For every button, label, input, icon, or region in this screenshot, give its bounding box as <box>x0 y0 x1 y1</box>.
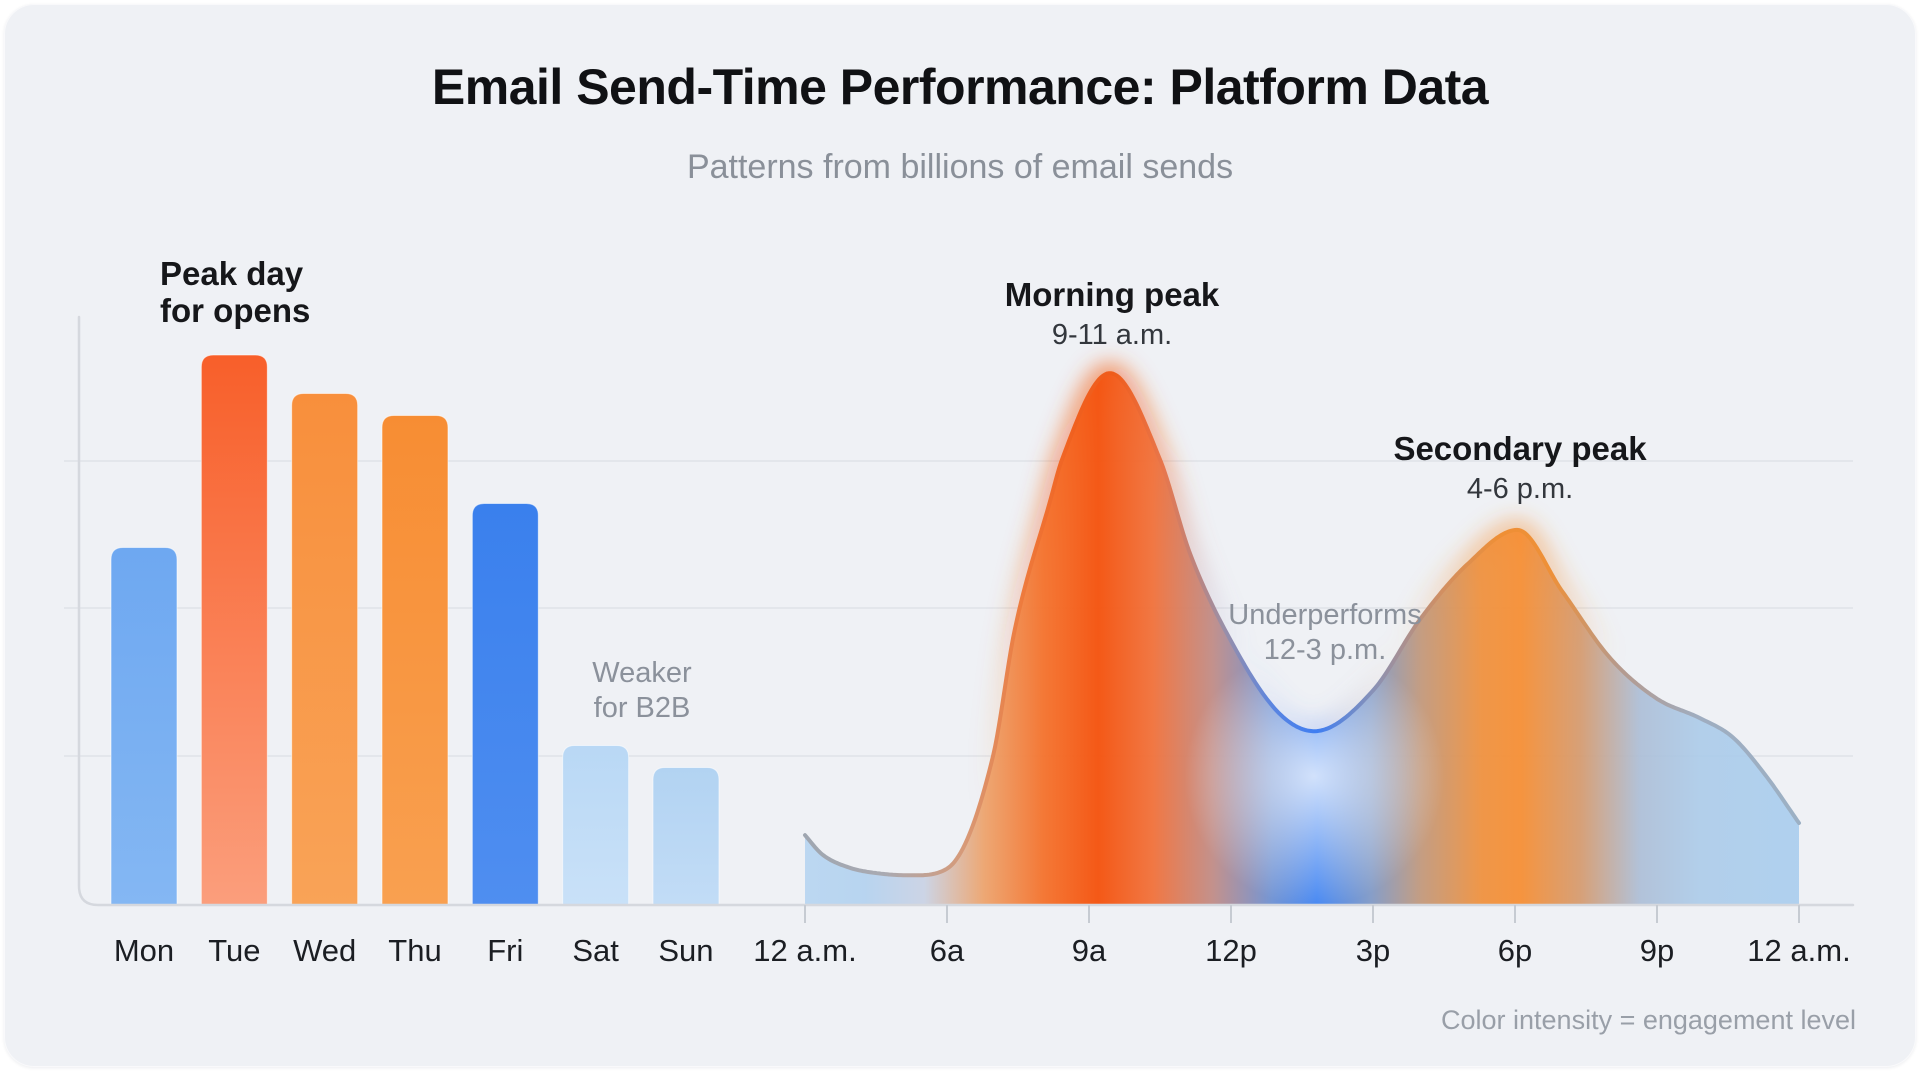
x-label-time-4: 3p <box>1355 933 1391 968</box>
bar-sun <box>652 767 720 906</box>
x-label-time-3: 12p <box>1205 933 1257 968</box>
bar-thu <box>381 415 449 906</box>
x-label-day-sat: Sat <box>572 933 619 968</box>
x-label-day-mon: Mon <box>113 933 175 968</box>
page-subtitle: Patterns from billions of email sends <box>686 148 1234 186</box>
annotation-weaker-b2b: Weaker for B2B <box>592 656 691 726</box>
engagement-area <box>805 373 1799 905</box>
annotation-secondary-line1: Secondary peak <box>1393 430 1647 467</box>
annotation-peak-day-line2: for opens <box>160 292 311 329</box>
annotation-morning-line1: Morning peak <box>1004 276 1220 313</box>
x-label-day-sun: Sun <box>658 933 714 968</box>
bar-wed <box>291 393 359 906</box>
x-label-time-2: 9a <box>1071 933 1107 968</box>
annotation-weaker-line2: for B2B <box>593 692 691 724</box>
x-label-day-tue: Tue <box>208 933 261 968</box>
x-label-day-wed: Wed <box>293 933 357 968</box>
annotation-under-line2: 12-3 p.m. <box>1263 634 1387 666</box>
axis-line <box>77 315 1855 907</box>
bar-tue <box>200 354 268 906</box>
x-label-day-thu: Thu <box>388 933 442 968</box>
annotation-morning-line2: 9-11 a.m. <box>1051 319 1173 351</box>
annotation-secondary-peak: Secondary peak 4-6 p.m. <box>1393 430 1646 508</box>
x-label-time-0: 12 a.m. <box>753 933 857 968</box>
page-title: Email Send-Time Performance: Platform Da… <box>431 59 1489 115</box>
annotation-morning-peak: Morning peak 9-11 a.m. <box>1005 276 1220 354</box>
legend-footnote: Color intensity = engagement level <box>1441 1005 1856 1035</box>
x-label-day-fri: Fri <box>487 933 524 968</box>
valley-highlight <box>1184 646 1445 905</box>
bar-sat <box>562 745 630 906</box>
annotation-peak-day: Peak day for opens <box>160 255 310 329</box>
x-label-time-1: 6a <box>929 933 965 968</box>
annotation-under-line1: Underperforms <box>1228 599 1422 631</box>
annotation-peak-day-line1: Peak day <box>160 255 304 292</box>
engagement-curve <box>803 371 1801 878</box>
annotation-secondary-line2: 4-6 p.m. <box>1466 473 1574 505</box>
bar-mon <box>110 547 178 906</box>
x-label-time-6: 9p <box>1639 933 1675 968</box>
bar-fri <box>471 503 539 906</box>
annotation-weaker-line1: Weaker <box>592 657 692 689</box>
annotation-underperforms: Underperforms 12-3 p.m. <box>1228 598 1421 668</box>
x-label-time-7: 12 a.m. <box>1747 933 1851 968</box>
x-label-time-5: 6p <box>1497 933 1533 968</box>
